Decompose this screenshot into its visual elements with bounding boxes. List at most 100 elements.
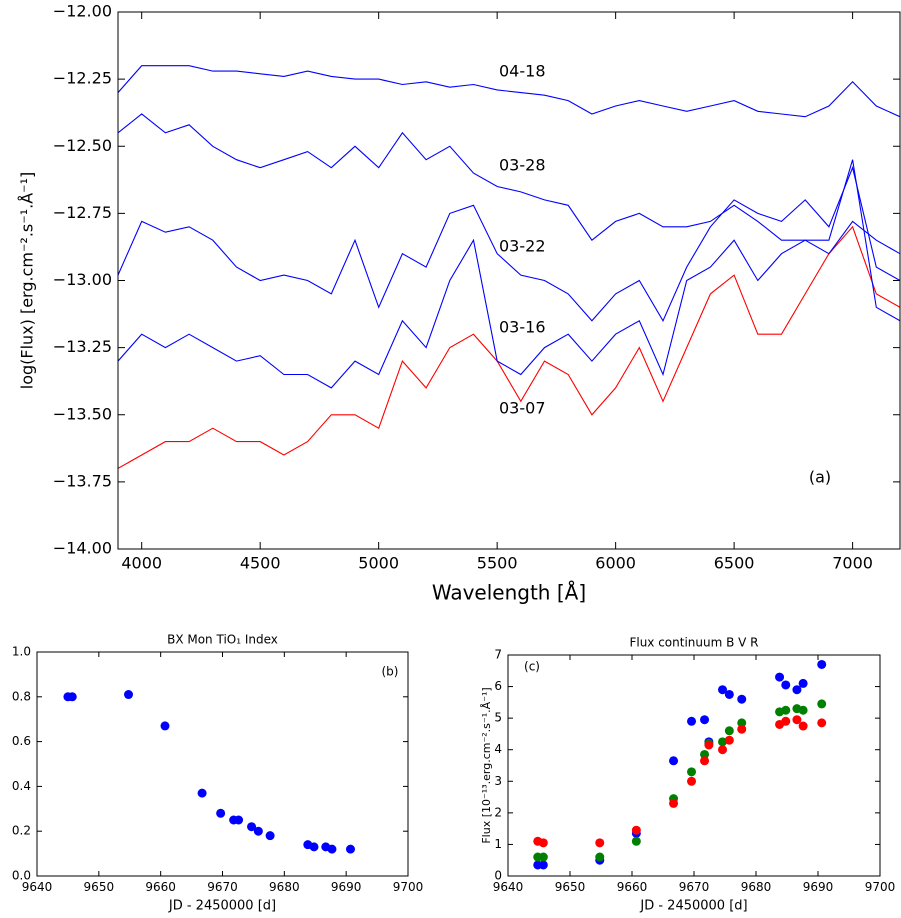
data-point <box>737 694 747 704</box>
y-tick-label: −13.75 <box>53 471 112 490</box>
plot-area <box>63 690 355 854</box>
data-point <box>538 852 548 862</box>
y-tick-label: 0.8 <box>12 689 31 703</box>
data-point <box>67 692 77 702</box>
data-point <box>781 680 791 690</box>
data-point <box>687 716 697 726</box>
data-point <box>687 767 697 777</box>
y-tick-label: 4 <box>494 742 502 756</box>
series-label: 03-16 <box>499 318 546 337</box>
y-tick-label: −12.75 <box>53 203 112 222</box>
data-point <box>631 825 641 835</box>
y-tick-label: 0.6 <box>12 734 31 748</box>
x-tick-label: 9690 <box>803 880 834 894</box>
x-tick-label: 9670 <box>207 880 238 894</box>
data-point <box>631 836 641 846</box>
data-point <box>669 756 679 766</box>
x-tick-label: 9650 <box>555 880 586 894</box>
x-tick-label: 9680 <box>269 880 300 894</box>
x-tick-label: 5500 <box>477 554 518 573</box>
y-tick-label: −12.00 <box>53 2 112 21</box>
data-point <box>781 705 791 715</box>
spectrum-line <box>118 159 900 389</box>
data-point <box>595 838 605 848</box>
data-point <box>718 745 728 755</box>
x-tick-label: 6000 <box>595 554 636 573</box>
x-axis-label: Wavelength [Å] <box>432 581 586 605</box>
y-tick-label: 6 <box>494 679 502 693</box>
x-axis-label: JD - 2450000 [d] <box>168 899 276 914</box>
data-point <box>265 831 275 841</box>
y-tick-label: −13.00 <box>53 270 112 289</box>
data-point <box>792 715 802 725</box>
data-point <box>345 844 355 854</box>
x-tick-label: 9700 <box>865 880 896 894</box>
panel-label: (a) <box>809 468 831 487</box>
data-point <box>724 689 734 699</box>
spectrum-line <box>118 65 900 118</box>
y-tick-label: −14.00 <box>53 539 112 558</box>
data-point <box>718 685 728 695</box>
y-tick-label: 0.0 <box>12 869 31 883</box>
data-point <box>700 756 710 766</box>
panel-label: (b) <box>382 665 399 679</box>
data-point <box>737 724 747 734</box>
x-axis-label: JD - 2450000 [d] <box>639 899 747 914</box>
y-tick-label: −12.50 <box>53 136 112 155</box>
series-label: 03-28 <box>499 156 546 175</box>
series-label: 03-07 <box>499 399 546 418</box>
x-tick-label: 9650 <box>84 880 115 894</box>
y-tick-label: 0.4 <box>12 779 31 793</box>
data-point <box>718 737 728 747</box>
data-point <box>538 860 548 870</box>
data-point <box>724 735 734 745</box>
data-point <box>160 721 170 731</box>
panel-label: (c) <box>524 660 540 674</box>
y-tick-label: 2 <box>494 805 502 819</box>
axes-frame <box>36 651 409 877</box>
y-tick-label: −13.50 <box>53 404 112 423</box>
x-tick-label: 9700 <box>393 880 424 894</box>
x-tick-label: 9660 <box>617 880 648 894</box>
data-point <box>538 838 548 848</box>
y-tick-label: 5 <box>494 711 502 725</box>
data-point <box>737 718 747 728</box>
y-tick-label: −12.25 <box>53 69 112 88</box>
data-point <box>595 852 605 862</box>
series-label: 04-18 <box>499 62 546 81</box>
spectrum-line <box>118 165 900 323</box>
plot-area <box>533 659 827 870</box>
spectrum-line <box>118 113 900 255</box>
x-tick-label: 4500 <box>240 554 281 573</box>
data-point <box>817 718 827 728</box>
data-point <box>327 844 337 854</box>
data-point <box>253 826 263 836</box>
y-tick-label: 7 <box>494 648 502 662</box>
data-point <box>775 672 785 682</box>
data-point <box>798 678 808 688</box>
x-tick-label: 9670 <box>679 880 710 894</box>
y-tick-label: 0.2 <box>12 824 31 838</box>
data-point <box>781 716 791 726</box>
data-point <box>700 749 710 759</box>
y-tick-label: 0 <box>494 869 502 883</box>
x-tick-label: 7000 <box>832 554 873 573</box>
y-tick-label: 1 <box>494 837 502 851</box>
data-point <box>700 715 710 725</box>
data-point <box>704 740 714 750</box>
data-point <box>124 690 134 700</box>
data-point <box>197 788 207 798</box>
data-point <box>817 659 827 669</box>
x-tick-label: 9680 <box>741 880 772 894</box>
x-tick-label: 6500 <box>714 554 755 573</box>
chart-title: BX Mon TiO₁ Index <box>167 633 278 647</box>
x-tick-label: 5000 <box>358 554 399 573</box>
data-point <box>792 685 802 695</box>
axes-frame <box>117 11 901 550</box>
y-tick-label: −13.25 <box>53 337 112 356</box>
data-point <box>669 798 679 808</box>
x-tick-label: 9690 <box>331 880 362 894</box>
x-tick-label: 4000 <box>121 554 162 573</box>
